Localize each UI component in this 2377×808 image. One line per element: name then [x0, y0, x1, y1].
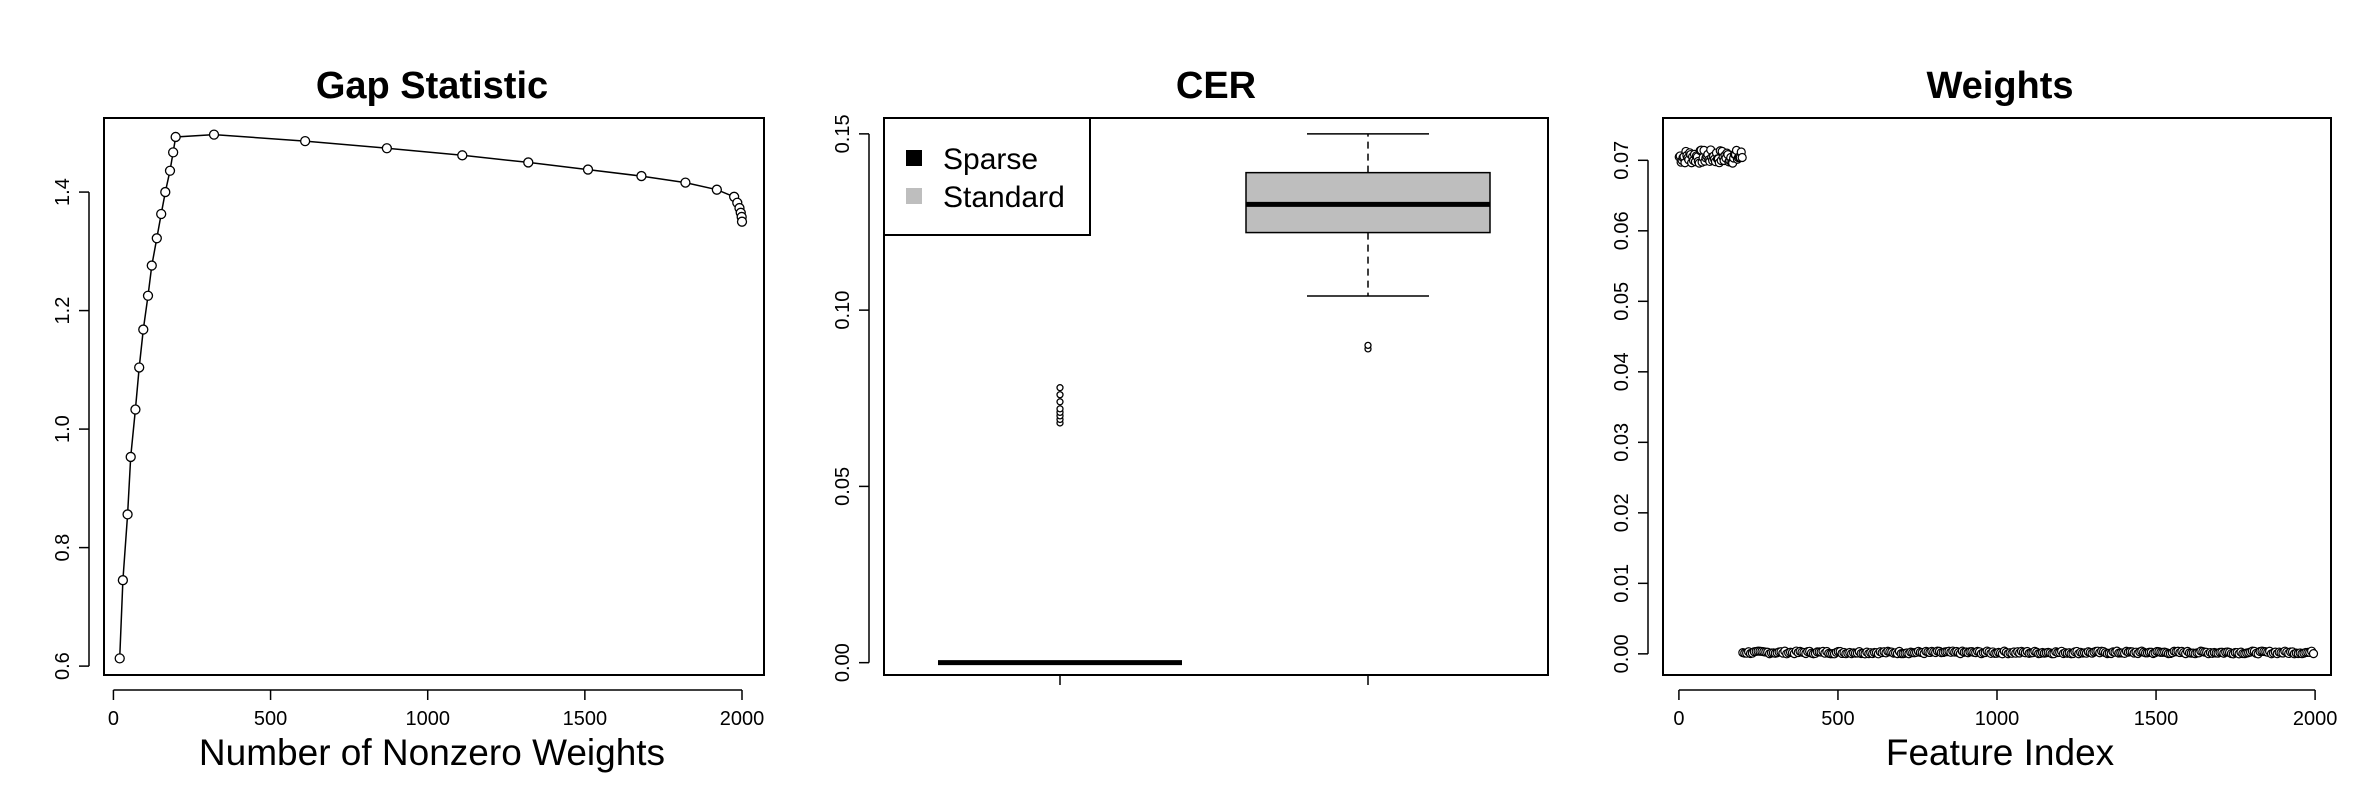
- y-tick-label: 0.03: [1611, 423, 1633, 462]
- gap-point: [142, 290, 154, 301]
- gap-point: [114, 653, 125, 664]
- y-tick-label: 1.2: [52, 297, 74, 325]
- y-tick-label: 0.04: [1611, 352, 1633, 391]
- gap-point: [146, 260, 157, 271]
- x-tick-label: 0: [1673, 708, 1684, 730]
- y-tick-label: 0.07: [1611, 141, 1633, 180]
- x-tick-label: 0: [108, 708, 119, 730]
- weights-plot-frame: [1662, 117, 2332, 676]
- gap-point: [208, 129, 220, 140]
- gap-y-axis: 0.6 0.8 1.0 1.2 1.4: [52, 178, 90, 680]
- y-tick-label: 0.05: [832, 467, 854, 506]
- boxplot-sparse: [938, 384, 1182, 666]
- y-tick-label: 0.15: [832, 114, 854, 153]
- cer-panel: CER 0.00 0.05 0.10 0.15 Sparse Standard: [832, 65, 1549, 685]
- outlier-point: [1364, 341, 1372, 350]
- cer-x-axis: [1059, 675, 1369, 685]
- outlier-point: [1056, 398, 1064, 406]
- gap-point: [299, 135, 311, 147]
- gap-point: [125, 451, 136, 463]
- x-tick-label: 2000: [2293, 708, 2338, 730]
- y-tick-label: 0.02: [1611, 493, 1633, 532]
- weights-points: [1674, 145, 2319, 659]
- gap-point: [156, 208, 167, 220]
- weights-x-label: Feature Index: [1886, 732, 2115, 773]
- legend-swatch-standard: [906, 188, 922, 204]
- gap-point: [122, 509, 133, 520]
- weights-panel: Weights 0 500 1000 1500 2000 0.000.010.020.0…: [1611, 65, 2337, 773]
- y-tick-label: 1.4: [52, 178, 74, 206]
- boxplot-standard: [1245, 133, 1491, 353]
- legend-label-sparse: Sparse: [943, 143, 1038, 176]
- gap-x-label: Number of Nonzero Weights: [199, 732, 665, 773]
- gap-point: [138, 324, 149, 335]
- y-tick-label: 0.10: [832, 291, 854, 330]
- legend-label-standard: Standard: [943, 181, 1065, 214]
- cer-title: CER: [1176, 65, 1256, 107]
- x-tick-label: 1000: [405, 708, 450, 730]
- gap-point: [170, 131, 181, 143]
- x-tick-label: 1000: [1975, 708, 2020, 730]
- x-tick-label: 500: [1821, 708, 1854, 730]
- outlier-point: [1056, 384, 1064, 392]
- weights-y-axis: 0.00 0.01 0.02 0.03 0.04 0.05 0.06 0.07: [1611, 141, 1649, 673]
- weight-point: [2308, 648, 2319, 659]
- y-tick-label: 0.06: [1611, 211, 1633, 250]
- outlier-point: [1056, 405, 1064, 413]
- weights-title: Weights: [1926, 65, 2073, 107]
- gap-point: [582, 164, 594, 175]
- weights-x-axis: 0 500 1000 1500 2000: [1673, 689, 2338, 730]
- gap-point: [167, 147, 179, 158]
- legend-box: [883, 117, 1091, 236]
- legend-swatch-sparse: [906, 150, 922, 166]
- x-tick-label: 2000: [720, 708, 765, 730]
- gap-statistic-title: Gap Statistic: [316, 65, 548, 107]
- cer-legend: Sparse Standard: [883, 117, 1091, 236]
- y-tick-label: 0.6: [52, 652, 74, 680]
- gap-point: [151, 233, 162, 244]
- weight-point: [1737, 152, 1747, 163]
- x-tick-label: 500: [254, 708, 287, 730]
- gap-point: [117, 575, 129, 586]
- gap-plot-frame: [103, 117, 765, 676]
- y-tick-label: 0.01: [1611, 564, 1633, 603]
- gap-point: [711, 184, 723, 195]
- gap-point: [736, 216, 748, 227]
- gap-point: [134, 362, 145, 373]
- gap-point: [130, 404, 141, 415]
- cer-boxplots: [938, 133, 1491, 666]
- gap-point: [381, 143, 393, 154]
- gap-statistic-panel: Gap Statistic 0 500 1000 1500 2000 0.6 0.8 1.0…: [52, 65, 765, 773]
- gap-point: [164, 165, 176, 176]
- gap-point: [680, 177, 691, 188]
- gap-point: [457, 150, 468, 161]
- x-tick-label: 1500: [2134, 708, 2179, 730]
- gap-point: [523, 157, 534, 168]
- cer-plot-frame: [883, 117, 1549, 676]
- gap-point: [160, 186, 171, 198]
- cer-y-axis: 0.00 0.05 0.10 0.15: [832, 114, 870, 682]
- gap-point: [636, 170, 647, 182]
- gap-statistic-line: [118, 133, 743, 659]
- y-tick-label: 0.8: [52, 534, 74, 562]
- x-tick-label: 1500: [563, 708, 608, 730]
- y-tick-label: 0.00: [1611, 634, 1633, 673]
- y-tick-label: 1.0: [52, 415, 74, 443]
- outlier-point: [1056, 391, 1064, 399]
- y-tick-label: 0.00: [832, 643, 854, 682]
- gap-statistic-points: [114, 129, 748, 664]
- y-tick-label: 0.05: [1611, 282, 1633, 321]
- gap-x-axis: 0 500 1000 1500 2000: [108, 689, 765, 730]
